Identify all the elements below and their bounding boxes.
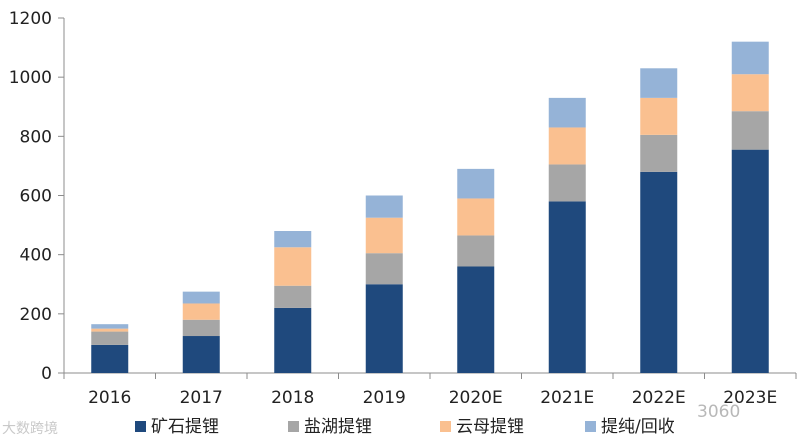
y-tick-label: 1200 bbox=[9, 9, 52, 29]
x-tick-label: 2017 bbox=[180, 388, 223, 408]
bar-segment bbox=[457, 235, 495, 267]
y-tick-label: 800 bbox=[20, 127, 52, 147]
legend-item: 矿石提锂 bbox=[135, 417, 219, 437]
x-tick-label: 2018 bbox=[271, 388, 314, 408]
bar-segment bbox=[91, 344, 129, 373]
watermark-left: 大数跨境 bbox=[2, 421, 58, 437]
bar-segment bbox=[640, 68, 678, 98]
bar-segment bbox=[548, 201, 586, 373]
y-tick-label: 0 bbox=[41, 364, 52, 384]
legend-swatch bbox=[135, 421, 146, 432]
bar-segment bbox=[365, 195, 403, 218]
legend: 矿石提锂 盐湖提锂 云母提锂 提纯/回收 bbox=[135, 417, 675, 437]
bar-segment bbox=[548, 97, 586, 128]
legend-swatch bbox=[585, 421, 596, 432]
legend-label: 提纯/回收 bbox=[601, 417, 675, 437]
bar-segment bbox=[182, 291, 220, 304]
bar-segment bbox=[182, 336, 220, 373]
x-tick-label: 2019 bbox=[363, 388, 406, 408]
bar-segment bbox=[640, 97, 678, 135]
bar-segment bbox=[640, 171, 678, 373]
bar-segment bbox=[731, 74, 769, 112]
legend-label: 盐湖提锂 bbox=[304, 417, 372, 437]
bar-segment bbox=[457, 168, 495, 199]
bar-segment bbox=[91, 324, 129, 329]
legend-swatch bbox=[440, 421, 451, 432]
legend-label: 云母提锂 bbox=[456, 417, 524, 437]
bars bbox=[91, 41, 769, 373]
x-tick-label: 2016 bbox=[88, 388, 131, 408]
bar-segment bbox=[365, 217, 403, 254]
legend-label: 矿石提锂 bbox=[151, 417, 219, 437]
bar-segment bbox=[91, 328, 129, 332]
bar-segment bbox=[274, 285, 312, 308]
x-tick-label: 2020E bbox=[449, 388, 503, 408]
bar-segment bbox=[548, 164, 586, 202]
x-axis: 2016 2017 2018 2019 2020E 2021E 2022E 2023E bbox=[63, 372, 797, 408]
bar-segment bbox=[731, 111, 769, 150]
watermark-right: 3060 bbox=[697, 402, 741, 422]
y-tick-label: 600 bbox=[20, 187, 52, 207]
x-tick-label: 2021E bbox=[540, 388, 594, 408]
bar-segment bbox=[365, 284, 403, 373]
bar-segment bbox=[548, 127, 586, 165]
legend-item: 提纯/回收 bbox=[585, 417, 675, 437]
legend-swatch bbox=[288, 421, 299, 432]
bar-segment bbox=[731, 41, 769, 75]
y-axis: 0 200 400 600 800 1000 1200 bbox=[9, 9, 65, 384]
bar-segment bbox=[182, 319, 220, 337]
bar-segment bbox=[457, 198, 495, 236]
bar-segment bbox=[91, 331, 129, 345]
bar-segment bbox=[274, 307, 312, 373]
y-tick-label: 400 bbox=[20, 246, 52, 266]
x-tick-label: 2023E bbox=[723, 388, 777, 408]
y-tick-label: 200 bbox=[20, 305, 52, 325]
bar-segment bbox=[731, 149, 769, 373]
bar-segment bbox=[457, 266, 495, 373]
bar-segment bbox=[274, 231, 312, 248]
x-tick-label: 2022E bbox=[632, 388, 686, 408]
bar-segment bbox=[640, 134, 678, 172]
legend-item: 云母提锂 bbox=[440, 417, 524, 437]
bar-segment bbox=[365, 253, 403, 285]
y-tick-label: 1000 bbox=[9, 68, 52, 88]
bar-segment bbox=[274, 247, 312, 286]
legend-item: 盐湖提锂 bbox=[288, 417, 372, 437]
bar-segment bbox=[182, 303, 220, 320]
